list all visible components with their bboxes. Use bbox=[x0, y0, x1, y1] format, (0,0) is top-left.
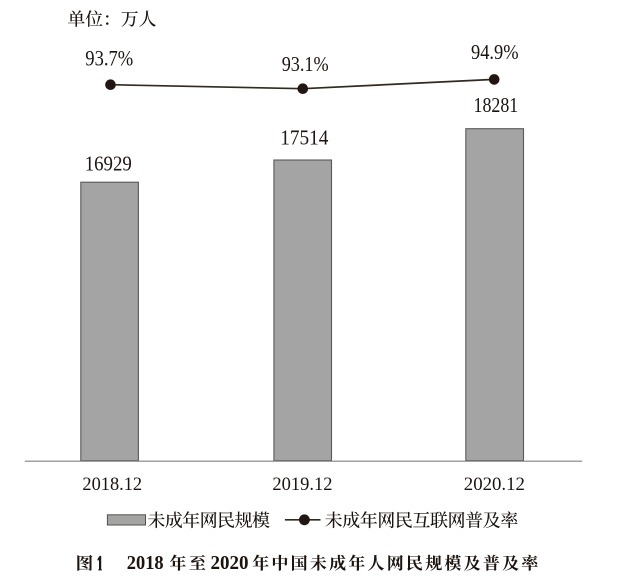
svg-text:16929: 16929 bbox=[85, 151, 132, 175]
svg-text:2020: 2020 bbox=[211, 552, 249, 574]
svg-text:2020.12: 2020.12 bbox=[464, 474, 525, 495]
svg-text:2018: 2018 bbox=[127, 552, 164, 574]
svg-text:94.9%: 94.9% bbox=[471, 40, 519, 64]
svg-text:2018.12: 2018.12 bbox=[82, 474, 142, 495]
svg-text:93.1%: 93.1% bbox=[282, 52, 329, 76]
svg-text:18281: 18281 bbox=[474, 93, 519, 117]
svg-text:93.7%: 93.7% bbox=[85, 46, 133, 71]
svg-text:2019.12: 2019.12 bbox=[272, 474, 332, 495]
svg-text:17514: 17514 bbox=[280, 125, 329, 149]
